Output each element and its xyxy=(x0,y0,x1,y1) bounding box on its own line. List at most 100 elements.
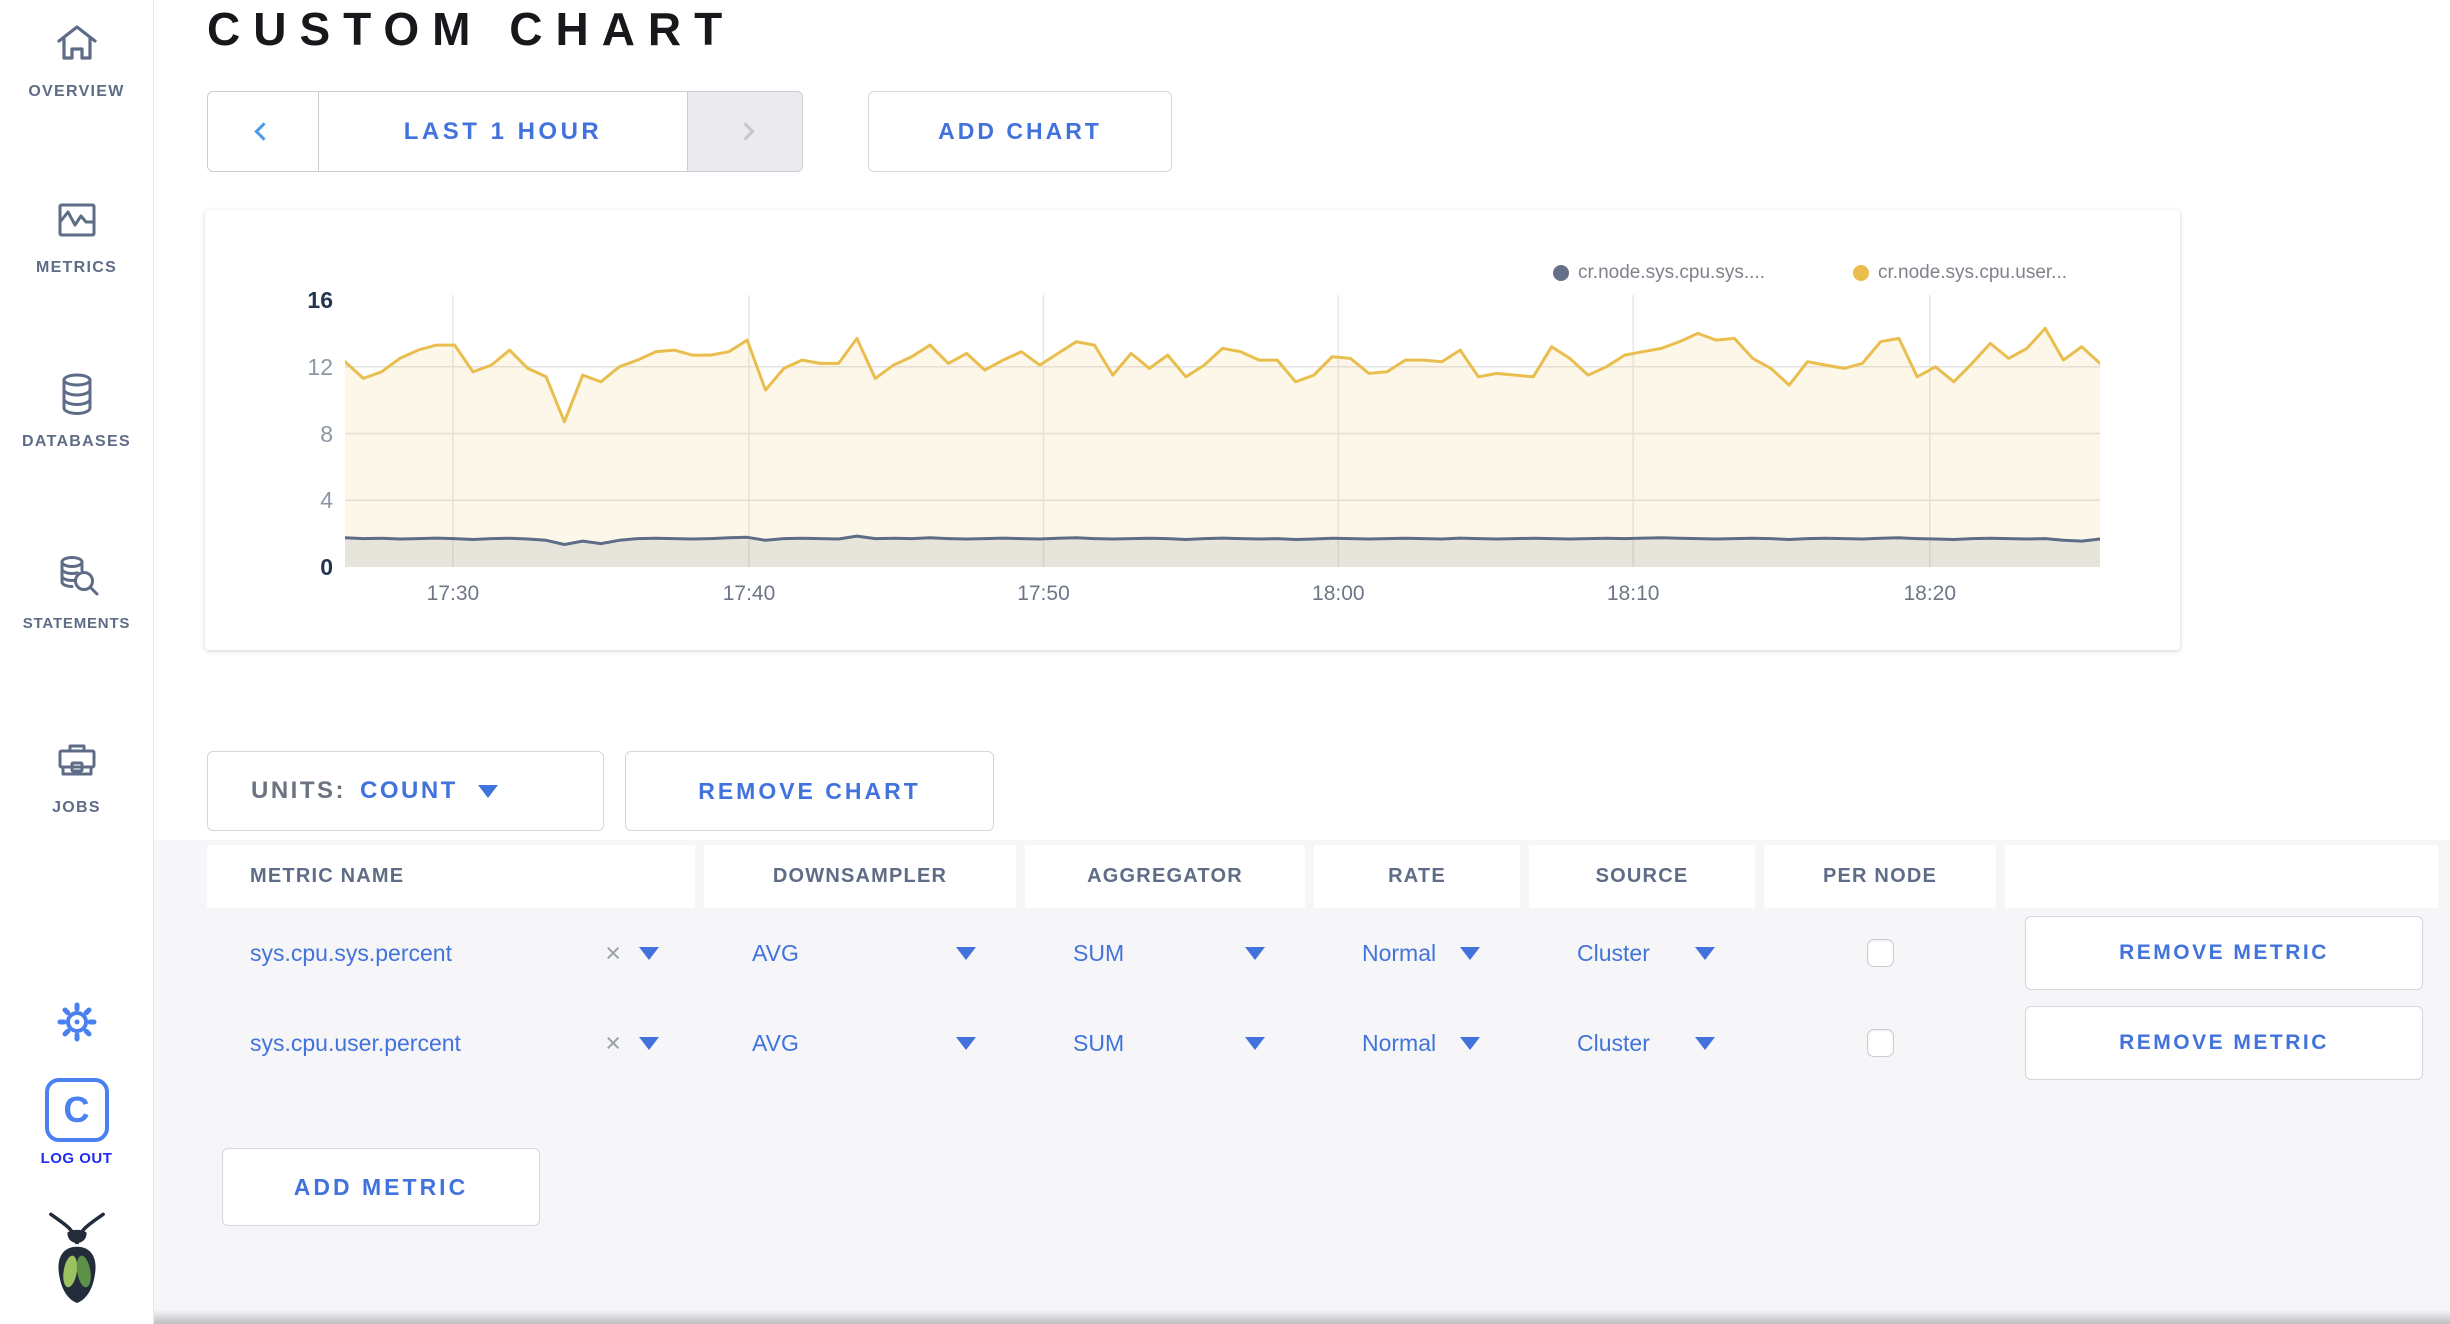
metrics-table-header: METRIC NAME DOWNSAMPLER AGGREGATOR RATE … xyxy=(207,845,2438,908)
per-node-checkbox[interactable] xyxy=(1866,939,1894,967)
metric-name-select[interactable]: sys.cpu.user.percent × xyxy=(207,998,695,1088)
remove-metric-button[interactable]: REMOVE METRIC xyxy=(2025,1006,2423,1080)
page-title: CUSTOM CHART xyxy=(207,3,736,55)
metrics-table: METRIC NAME DOWNSAMPLER AGGREGATOR RATE … xyxy=(207,845,2438,1088)
x-tick-label: 17:40 xyxy=(722,582,776,605)
chart-card: cr.node.sys.cpu.sys.... cr.node.sys.cpu.… xyxy=(205,210,2180,650)
units-label: UNITS: xyxy=(251,777,346,804)
sidebar-item-settings[interactable] xyxy=(0,998,153,1051)
cockroach-logo xyxy=(0,1206,153,1309)
aggregator-dropdown[interactable]: SUM xyxy=(1025,998,1305,1088)
remove-metric-button[interactable]: REMOVE METRIC xyxy=(2025,916,2423,990)
header-per-node: PER NODE xyxy=(1764,845,1996,908)
table-row: sys.cpu.user.percent × AVG SUM Normal xyxy=(207,998,2438,1088)
chevron-left-icon xyxy=(253,122,273,141)
logout-label: LOG OUT xyxy=(40,1150,113,1167)
time-range-value[interactable]: LAST 1 HOUR xyxy=(403,117,603,145)
table-row: sys.cpu.sys.percent × AVG SUM Normal xyxy=(207,908,2438,998)
rate-dropdown[interactable]: Normal xyxy=(1314,998,1520,1088)
sidebar: OVERVIEW METRICS DATABASES xyxy=(0,0,154,1324)
legend-label-sys: cr.node.sys.cpu.sys.... xyxy=(1578,262,1765,283)
chevron-right-icon xyxy=(735,122,755,141)
home-icon xyxy=(0,20,153,73)
monogram-letter: C xyxy=(63,1089,90,1130)
metrics-table-section: METRIC NAME DOWNSAMPLER AGGREGATOR RATE … xyxy=(154,840,2450,1324)
header-actions xyxy=(2005,845,2438,908)
actions-cell: REMOVE METRIC xyxy=(2005,998,2438,1088)
metric-name-value: sys.cpu.user.percent xyxy=(250,1029,461,1056)
downsampler-dropdown[interactable]: AVG xyxy=(704,908,1016,998)
y-tick-label: 8 xyxy=(320,420,333,447)
source-value: Cluster xyxy=(1577,939,1650,966)
add-chart-button[interactable]: ADD CHART xyxy=(868,91,1172,172)
y-tick-label: 12 xyxy=(307,353,333,380)
aggregator-value: SUM xyxy=(1073,1029,1125,1056)
header-aggregator: AGGREGATOR xyxy=(1025,845,1305,908)
source-dropdown[interactable]: Cluster xyxy=(1529,908,1755,998)
source-dropdown[interactable]: Cluster xyxy=(1529,998,1755,1088)
source-value: Cluster xyxy=(1577,1029,1650,1056)
x-tick-label: 17:50 xyxy=(1017,582,1070,605)
legend-item-user[interactable]: cr.node.sys.cpu.user... xyxy=(1852,262,2067,284)
chevron-down-icon[interactable] xyxy=(639,946,659,960)
time-range-next-button-disabled[interactable] xyxy=(687,92,802,171)
chevron-down-icon[interactable] xyxy=(639,1036,659,1050)
gear-icon xyxy=(0,998,153,1051)
per-node-cell xyxy=(1764,908,1996,998)
sidebar-label-statements: STATEMENTS xyxy=(22,615,131,632)
chevron-down-icon xyxy=(477,784,498,798)
aggregator-value: SUM xyxy=(1073,939,1125,966)
x-tick-label: 18:20 xyxy=(1903,582,1957,605)
y-tick-label: 16 xyxy=(307,287,333,313)
chevron-down-icon xyxy=(1695,1036,1715,1050)
metric-name-value: sys.cpu.sys.percent xyxy=(250,939,452,966)
rate-value: Normal xyxy=(1362,1029,1437,1056)
rate-dropdown[interactable]: Normal xyxy=(1314,908,1520,998)
clear-metric-icon[interactable]: × xyxy=(605,937,621,968)
cockroach-bug-icon xyxy=(0,1206,153,1309)
units-value: COUNT xyxy=(360,777,458,804)
header-downsampler: DOWNSAMPLER xyxy=(704,845,1016,908)
metric-name-select[interactable]: sys.cpu.sys.percent × xyxy=(207,908,695,998)
legend-dot-user xyxy=(1852,265,1869,281)
clear-metric-icon[interactable]: × xyxy=(605,1027,621,1058)
chevron-down-icon xyxy=(1245,1036,1265,1050)
sidebar-item-statements[interactable]: STATEMENTS xyxy=(0,552,153,632)
chart-canvas[interactable] xyxy=(345,295,2100,567)
chart-legend: cr.node.sys.cpu.sys.... cr.node.sys.cpu.… xyxy=(1553,262,2067,284)
sidebar-item-overview[interactable]: OVERVIEW xyxy=(0,20,153,101)
chevron-down-icon xyxy=(1245,946,1265,960)
chevron-down-icon xyxy=(1695,946,1715,960)
chevron-down-icon xyxy=(956,1036,976,1050)
sidebar-item-metrics[interactable]: METRICS xyxy=(0,196,153,277)
x-tick-label: 17:30 xyxy=(426,582,480,605)
per-node-checkbox[interactable] xyxy=(1866,1029,1894,1057)
sidebar-item-jobs[interactable]: JOBS xyxy=(0,736,153,817)
sidebar-item-logout[interactable]: C LOG OUT xyxy=(0,1078,153,1167)
sidebar-label-databases: DATABASES xyxy=(22,433,131,450)
units-dropdown[interactable]: UNITS: COUNT xyxy=(207,751,604,831)
remove-chart-button[interactable]: REMOVE CHART xyxy=(625,751,994,831)
chevron-down-icon xyxy=(1460,1036,1480,1050)
aggregator-dropdown[interactable]: SUM xyxy=(1025,908,1305,998)
per-node-cell xyxy=(1764,998,1996,1088)
y-tick-label: 4 xyxy=(320,487,333,514)
add-metric-button[interactable]: ADD METRIC xyxy=(222,1148,540,1226)
statements-icon xyxy=(0,552,153,605)
time-range-selector: LAST 1 HOUR xyxy=(207,91,803,172)
metrics-icon xyxy=(0,196,153,249)
header-source: SOURCE xyxy=(1529,845,1755,908)
jobs-icon xyxy=(0,736,153,789)
time-range-prev-button[interactable] xyxy=(208,92,319,171)
downsampler-dropdown[interactable]: AVG xyxy=(704,998,1016,1088)
header-metric-name: METRIC NAME xyxy=(207,845,695,908)
chevron-down-icon xyxy=(1460,946,1480,960)
sidebar-item-databases[interactable]: DATABASES xyxy=(0,370,153,451)
legend-item-sys[interactable]: cr.node.sys.cpu.sys.... xyxy=(1553,262,1765,284)
rate-value: Normal xyxy=(1362,939,1437,966)
metric-select-controls: × xyxy=(605,1028,659,1059)
x-tick-label: 18:10 xyxy=(1606,582,1660,605)
header-rate: RATE xyxy=(1314,845,1520,908)
sidebar-label-overview: OVERVIEW xyxy=(28,83,125,100)
